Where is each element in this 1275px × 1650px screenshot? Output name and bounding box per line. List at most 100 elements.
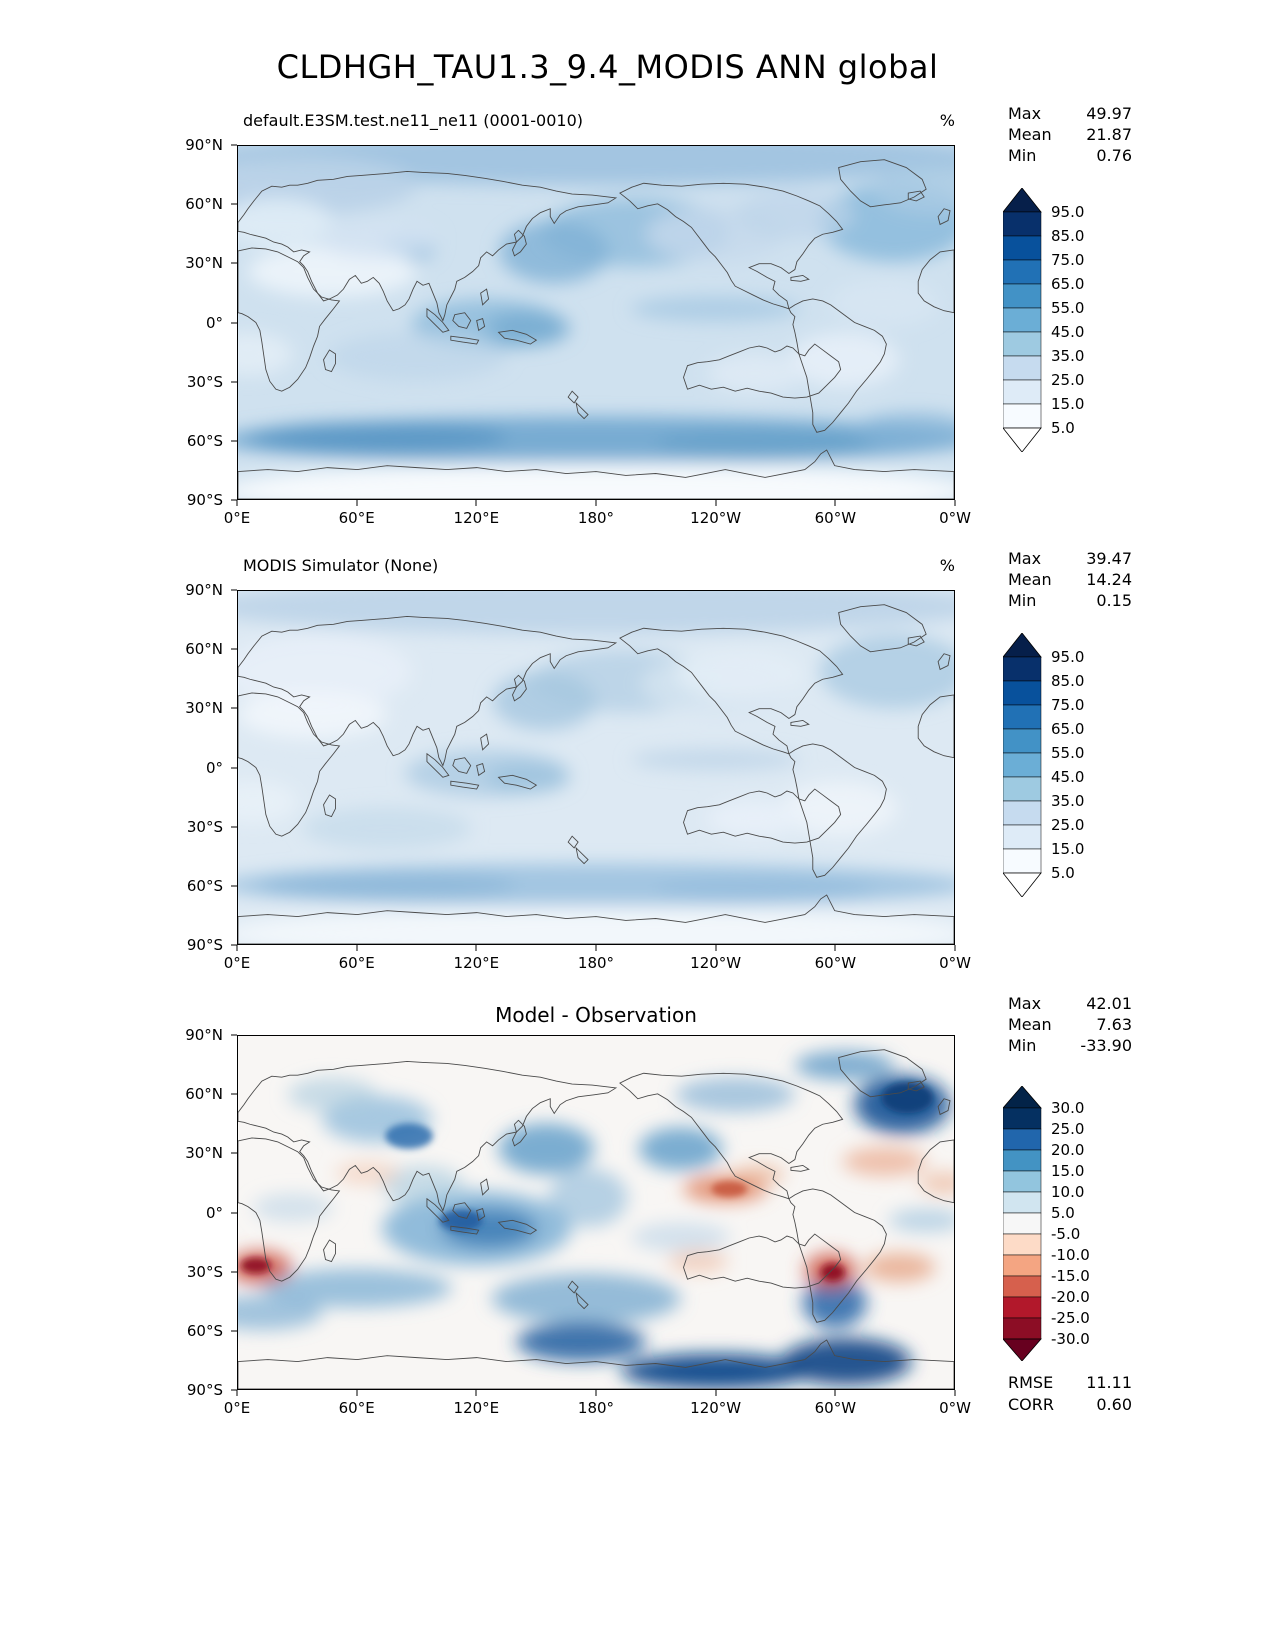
lat-tick-label: 60°S [186, 876, 223, 895]
lon-tick-mark [954, 945, 956, 951]
stat-value: -33.90 [1080, 1036, 1132, 1055]
map-canvas [238, 146, 954, 499]
lon-tick-mark [715, 500, 717, 506]
panel3-latitude-axis: 90°N 60°N 30°N 0° 30°S 60°S 90°S [157, 1026, 237, 1399]
colorbar-tick-label: -10.0 [1051, 1246, 1090, 1264]
lat-tick-mark [231, 648, 237, 650]
colorbar-tick-label: 35.0 [1051, 792, 1084, 810]
stat-row: Min -33.90 [1008, 1035, 1132, 1056]
lon-tick-label: 120°W [690, 509, 742, 527]
panel2-subtitle: MODIS Simulator (None) [243, 556, 439, 575]
colorbar-svg: 30.0 25.0 20.0 15.0 10.0 5.0 -5.0 -10.0 -15.0 -20… [1002, 1085, 1090, 1362]
stat-value: 11.11 [1086, 1373, 1132, 1392]
stat-label: Max [1008, 104, 1042, 123]
lat-tick-label: 0° [205, 1203, 223, 1222]
stat-value: 42.01 [1086, 994, 1132, 1013]
panel3-longitude-axis: 0°E 60°E 120°E 180° 120°W 60°W 0°W [224, 1390, 971, 1420]
stat-value: 21.87 [1086, 125, 1132, 144]
colorbar-tick-label: 25.0 [1051, 1120, 1084, 1138]
panel2-unit-label: % [939, 556, 955, 575]
colorbar-tick-label: 5.0 [1051, 1204, 1075, 1222]
lat-tick-label: 0° [205, 758, 223, 777]
lon-tick-label: 60°W [814, 954, 857, 972]
panel2-latitude-axis: 90°N 60°N 30°N 0° 30°S 60°S 90°S [157, 581, 237, 954]
colorbar-tick-label: 25.0 [1051, 371, 1084, 389]
stat-label: Max [1008, 549, 1042, 568]
colorbar-tick-label: 45.0 [1051, 323, 1084, 341]
lat-tick-mark [231, 322, 237, 323]
lon-tick-mark [715, 945, 717, 951]
stat-label: Min [1008, 591, 1037, 610]
stat-value: 39.47 [1086, 549, 1132, 568]
map-panel-observation [237, 590, 955, 945]
lat-tick-label: 90°N [185, 136, 223, 154]
colorbar-tick-label: 95.0 [1051, 203, 1084, 221]
colorbar-tick-label: 20.0 [1051, 1141, 1084, 1159]
colorbar-tick-label: 65.0 [1051, 275, 1084, 293]
colorbar-svg: 95.0 85.0 75.0 65.0 55.0 45.0 35.0 25.0 15.0 5.0 [1002, 632, 1084, 898]
lon-tick-label: 60°W [814, 1399, 857, 1417]
lat-tick-label: 90°S [186, 491, 223, 509]
stat-value: 0.15 [1096, 591, 1132, 610]
colorbar-tick-label: -15.0 [1051, 1267, 1090, 1285]
lat-tick-label: 60°S [186, 1321, 223, 1340]
lat-tick-label: 30°S [186, 817, 223, 836]
colorbar-tick-label: 30.0 [1051, 1099, 1084, 1117]
lon-tick-mark [356, 500, 358, 506]
lat-tick-mark [231, 707, 237, 709]
lat-tick-mark [231, 1271, 237, 1273]
colorbar-tick-label: -20.0 [1051, 1288, 1090, 1306]
panel-observation: MODIS Simulator (None) % 90°N 60°N 30°N 0° 3… [0, 548, 1275, 998]
map-canvas [238, 591, 954, 944]
lon-tick-mark [834, 1390, 836, 1396]
colorbar-tick-label: 55.0 [1051, 744, 1084, 762]
panel1-colorbar: 95.0 85.0 75.0 65.0 55.0 45.0 35.0 25.0 15.0 5.0 [1002, 187, 1113, 456]
colorbar-tick-label: 85.0 [1051, 227, 1084, 245]
stat-row: Min 0.15 [1008, 590, 1132, 611]
stat-label: CORR [1008, 1395, 1054, 1414]
lat-tick-mark [231, 589, 237, 591]
lon-tick-mark [954, 500, 956, 506]
lon-tick-mark [236, 1390, 238, 1396]
lon-tick-label: 0°W [939, 509, 971, 527]
lat-tick-label: 30°S [186, 372, 223, 391]
lon-tick-mark [595, 1390, 597, 1396]
lon-tick-mark [954, 1390, 956, 1396]
lat-tick-label: 30°N [185, 254, 223, 273]
lat-tick-mark [231, 1389, 237, 1391]
lat-tick-mark [231, 944, 237, 946]
lat-tick-mark [231, 885, 237, 887]
stat-row: RMSE 11.11 [1008, 1372, 1132, 1394]
colorbar-tick-label: 5.0 [1051, 864, 1075, 882]
colorbar-tick-label: 35.0 [1051, 347, 1084, 365]
lat-tick-label: 60°N [185, 640, 223, 659]
lon-tick-mark [236, 945, 238, 951]
lon-tick-label: 60°E [338, 1399, 375, 1417]
lon-tick-mark [356, 1390, 358, 1396]
lon-tick-label: 0°W [939, 954, 971, 972]
panel3-title: Model - Observation [495, 1003, 697, 1027]
lon-tick-mark [715, 1390, 717, 1396]
lat-tick-mark [231, 262, 237, 264]
lat-tick-mark [231, 203, 237, 205]
panel1-stats-block: Max 49.97 Mean 21.87 Min 0.76 [1008, 103, 1132, 166]
lat-tick-mark [231, 767, 237, 768]
stat-value: 0.60 [1096, 1395, 1132, 1414]
colorbar-svg: 95.0 85.0 75.0 65.0 55.0 45.0 35.0 25.0 15.0 5.0 [1002, 187, 1084, 453]
stat-value: 49.97 [1086, 104, 1132, 123]
colorbar-tick-label: 15.0 [1051, 1162, 1084, 1180]
lon-tick-mark [595, 500, 597, 506]
lat-tick-label: 90°N [185, 1026, 223, 1044]
colorbar-tick-label: 25.0 [1051, 816, 1084, 834]
lat-tick-label: 90°N [185, 581, 223, 599]
figure-title: CLDHGH_TAU1.3_9.4_MODIS ANN global [276, 48, 939, 86]
colorbar-tick-label: 10.0 [1051, 1183, 1084, 1201]
lon-tick-label: 180° [577, 1399, 615, 1417]
stat-label: Min [1008, 146, 1037, 165]
lat-tick-label: 30°N [185, 699, 223, 718]
colorbar-tick-label: 85.0 [1051, 672, 1084, 690]
lat-tick-label: 60°N [185, 195, 223, 214]
panel1-unit-label: % [939, 111, 955, 130]
colorbar-tick-label: 75.0 [1051, 696, 1084, 714]
